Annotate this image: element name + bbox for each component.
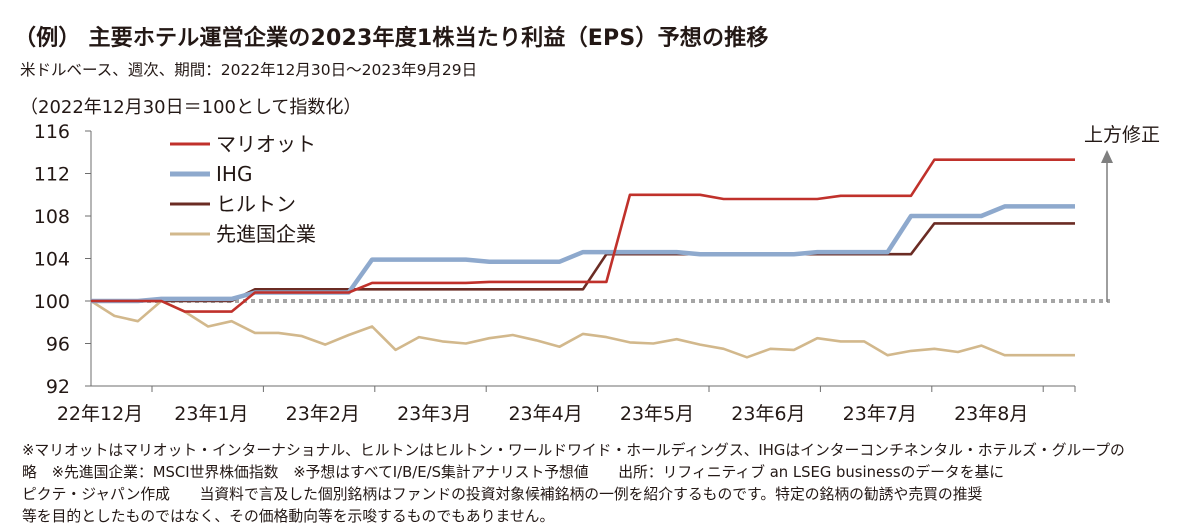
- x-tick-label: 23年6月: [731, 403, 805, 425]
- y-tick-label: 100: [34, 291, 70, 313]
- legend-label-hilton: ヒルトン: [216, 192, 296, 216]
- y-tick-label: 108: [34, 206, 70, 228]
- series-line-hilton: [91, 222, 1075, 303]
- x-tick-label: 23年4月: [508, 403, 582, 425]
- chart-title: （例） 主要ホテル運営企業の2023年度1株当たり利益（EPS）予想の推移: [14, 26, 769, 51]
- axes: 92 96 100 104 108 112 116 22年12月 23年1月 23年2月 23年3月…: [34, 121, 1110, 425]
- legend-label-marriott: マリオット: [216, 132, 316, 156]
- footnote-line: ピクテ・ジャパン作成 当資料で言及した個別銘柄はファンドの投資対象候補銘柄の一例…: [22, 486, 983, 503]
- x-tick-label: 23年1月: [174, 403, 248, 425]
- upward-revision-label: 上方修正: [1084, 124, 1160, 146]
- x-tick-label: 23年3月: [397, 403, 471, 425]
- upward-revision-annotation: 上方修正: [1084, 124, 1160, 302]
- x-tick-label: 23年5月: [620, 403, 694, 425]
- legend-label-ihg: IHG: [216, 162, 252, 186]
- y-tick-label: 104: [34, 249, 70, 271]
- eps-line-chart: 92 96 100 104 108 112 116 22年12月 23年1月 23年2月 23年3月…: [34, 121, 1160, 425]
- footnote-line: 略 ※先進国企業：MSCI世界株価指数 ※予想はすべてI/B/E/S集計アナリス…: [22, 464, 1005, 481]
- y-tick-label: 96: [46, 334, 70, 356]
- series-line-developed: [90, 299, 1075, 359]
- arrow-head-icon: [1101, 150, 1113, 163]
- legend-label-developed: 先進国企業: [216, 222, 316, 246]
- series-line-ihg: [91, 204, 1075, 304]
- x-tick-label: 23年8月: [954, 403, 1028, 425]
- series-line-marriott: [91, 158, 1075, 313]
- index-note: （2022年12月30日＝100として指数化）: [20, 97, 362, 118]
- chart-subtitle: 米ドルベース、週次、期間：2022年12月30日〜2023年9月29日: [20, 61, 478, 79]
- footnote-line: ※マリオットはマリオット・インターナショナル、ヒルトンはヒルトン・ワールドワイド…: [22, 442, 1125, 459]
- footnote-line: 等を目的としたものではなく、その価格動向等を示唆するものでもありません。: [22, 508, 555, 525]
- x-tick-label: 23年2月: [286, 403, 360, 425]
- y-tick-label: 116: [34, 121, 70, 143]
- x-tick-label: 23年7月: [843, 403, 917, 425]
- series-lines: [90, 158, 1075, 359]
- x-tick-label: 22年12月: [57, 403, 143, 425]
- y-tick-label: 92: [46, 376, 70, 398]
- footnote: ※マリオットはマリオット・インターナショナル、ヒルトンはヒルトン・ワールドワイド…: [22, 440, 1182, 528]
- y-tick-label: 112: [34, 164, 70, 186]
